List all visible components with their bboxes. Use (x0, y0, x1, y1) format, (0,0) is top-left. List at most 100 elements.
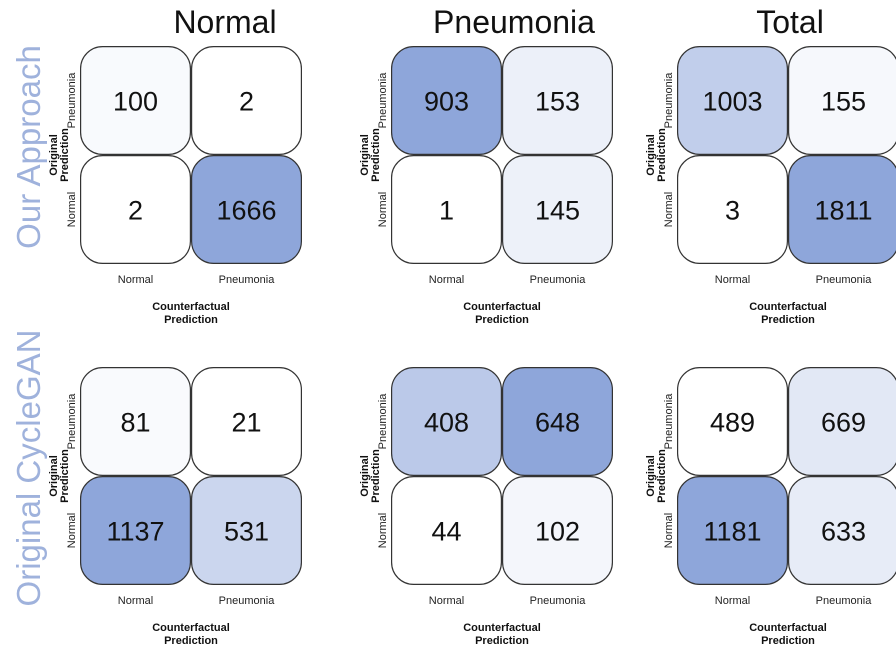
x-tick-original-cyclegan-total-normal: Normal (715, 595, 750, 607)
row-title-original-cyclegan: Original CycleGAN (10, 330, 47, 607)
y-axis-label-our-approach-total-1: Prediction (656, 128, 668, 182)
cell-value-original-cyclegan-pneumonia-1-1: 102 (535, 517, 580, 547)
x-tick-original-cyclegan-total-pneumonia: Pneumonia (816, 595, 873, 607)
cell-original-cyclegan-pneumonia-1-1 (502, 476, 614, 586)
cell-value-our-approach-normal-0-1: 2 (239, 87, 254, 117)
y-axis-label-our-approach-pneumonia-1: Prediction (370, 128, 382, 182)
x-axis-label-original-cyclegan-normal-0: Counterfactual (152, 622, 230, 634)
cell-original-cyclegan-normal-1-0 (79, 476, 192, 586)
cell-original-cyclegan-normal-0-0 (79, 367, 192, 477)
x-axis-label-original-cyclegan-normal-1: Prediction (164, 635, 218, 647)
x-axis-label-original-cyclegan-total-0: Counterfactual (749, 622, 827, 634)
cell-our-approach-pneumonia-0-0 (391, 45, 503, 156)
cell-value-original-cyclegan-total-0-1: 669 (821, 408, 866, 438)
cell-original-cyclegan-total-1-0 (676, 476, 788, 586)
cell-value-original-cyclegan-normal-0-0: 81 (120, 408, 150, 438)
cell-value-original-cyclegan-total-1-0: 1181 (703, 517, 761, 547)
cell-our-approach-pneumonia-1-1 (502, 155, 614, 265)
cell-original-cyclegan-total-0-0 (676, 367, 788, 477)
y-tick-original-cyclegan-pneumonia-normal: Normal (377, 513, 389, 548)
y-tick-our-approach-pneumonia-normal: Normal (377, 192, 389, 227)
cell-value-original-cyclegan-total-0-0: 489 (710, 408, 755, 438)
x-tick-our-approach-pneumonia-pneumonia: Pneumonia (530, 274, 587, 286)
y-axis-label-our-approach-normal-0: Original (48, 134, 60, 176)
cell-value-original-cyclegan-normal-0-1: 21 (231, 408, 261, 438)
y-axis-label-original-cyclegan-total-1: Prediction (656, 449, 668, 503)
cell-value-our-approach-total-0-1: 155 (821, 87, 866, 117)
x-tick-our-approach-total-pneumonia: Pneumonia (816, 274, 873, 286)
cell-value-our-approach-normal-0-0: 100 (113, 87, 158, 117)
cell-our-approach-total-0-1 (788, 46, 896, 155)
cell-value-our-approach-pneumonia-1-0: 1 (439, 196, 454, 226)
cell-original-cyclegan-normal-0-1 (191, 367, 303, 477)
x-tick-original-cyclegan-pneumonia-pneumonia: Pneumonia (530, 595, 587, 607)
cell-value-original-cyclegan-pneumonia-0-0: 408 (424, 408, 469, 438)
cell-value-our-approach-normal-1-0: 2 (128, 196, 143, 226)
y-tick-our-approach-normal-normal: Normal (66, 192, 78, 227)
x-axis-label-our-approach-total-1: Prediction (761, 314, 815, 326)
y-axis-label-our-approach-pneumonia-0: Original (359, 134, 371, 176)
x-tick-our-approach-normal-pneumonia: Pneumonia (219, 274, 276, 286)
cell-value-our-approach-pneumonia-0-0: 903 (424, 87, 469, 117)
x-tick-original-cyclegan-normal-pneumonia: Pneumonia (219, 595, 276, 607)
y-tick-original-cyclegan-total-pneumonia: Pneumonia (663, 393, 675, 450)
y-axis-label-original-cyclegan-pneumonia-1: Prediction (370, 449, 382, 503)
cell-our-approach-total-1-1 (788, 155, 896, 264)
cell-original-cyclegan-pneumonia-0-1 (502, 367, 614, 477)
cell-value-our-approach-total-0-0: 1003 (702, 87, 762, 117)
y-axis-label-original-cyclegan-pneumonia-0: Original (359, 455, 371, 497)
row-title-our-approach: Our Approach (10, 45, 47, 249)
column-title-pneumonia: Pneumonia (433, 4, 595, 40)
y-axis-label-original-cyclegan-normal-1: Prediction (59, 449, 71, 503)
cell-value-our-approach-total-1-0: 3 (725, 196, 740, 226)
cell-original-cyclegan-normal-1-1 (191, 476, 303, 586)
cell-original-cyclegan-total-1-1 (788, 476, 896, 585)
cell-value-our-approach-normal-1-1: 1666 (216, 196, 276, 226)
y-tick-original-cyclegan-pneumonia-pneumonia: Pneumonia (377, 393, 389, 450)
y-tick-original-cyclegan-total-normal: Normal (663, 513, 675, 548)
cell-original-cyclegan-pneumonia-0-0 (391, 367, 503, 477)
y-axis-label-original-cyclegan-normal-0: Original (48, 455, 60, 497)
x-axis-label-original-cyclegan-total-1: Prediction (761, 635, 815, 647)
y-axis-label-our-approach-total-0: Original (645, 134, 657, 176)
y-tick-original-cyclegan-normal-pneumonia: Pneumonia (66, 393, 78, 450)
x-axis-label-original-cyclegan-pneumonia-0: Counterfactual (463, 622, 541, 634)
cell-our-approach-total-1-0 (676, 155, 788, 265)
cell-our-approach-normal-1-1 (191, 155, 303, 265)
column-title-total: Total (756, 4, 824, 40)
y-tick-our-approach-normal-pneumonia: Pneumonia (66, 72, 78, 129)
x-tick-our-approach-normal-normal: Normal (118, 274, 153, 286)
y-tick-original-cyclegan-normal-normal: Normal (66, 513, 78, 548)
cell-original-cyclegan-total-0-1 (788, 367, 896, 476)
cell-value-original-cyclegan-pneumonia-0-1: 648 (535, 408, 580, 438)
x-axis-label-original-cyclegan-pneumonia-1: Prediction (475, 635, 529, 647)
y-tick-our-approach-pneumonia-pneumonia: Pneumonia (377, 72, 389, 129)
cell-our-approach-normal-0-1 (191, 45, 303, 156)
cell-value-our-approach-total-1-1: 1811 (814, 196, 872, 226)
cell-original-cyclegan-pneumonia-1-0 (391, 476, 503, 586)
y-tick-our-approach-total-normal: Normal (663, 192, 675, 227)
x-axis-label-our-approach-normal-0: Counterfactual (152, 301, 230, 313)
x-axis-label-our-approach-pneumonia-1: Prediction (475, 314, 529, 326)
x-tick-original-cyclegan-pneumonia-normal: Normal (429, 595, 464, 607)
cell-our-approach-normal-1-0 (79, 155, 192, 265)
cell-value-original-cyclegan-pneumonia-1-0: 44 (431, 517, 461, 547)
x-tick-our-approach-total-normal: Normal (715, 274, 750, 286)
x-axis-label-our-approach-total-0: Counterfactual (749, 301, 827, 313)
y-tick-our-approach-total-pneumonia: Pneumonia (663, 72, 675, 129)
cell-value-original-cyclegan-normal-1-1: 531 (224, 517, 269, 547)
cell-value-original-cyclegan-normal-1-0: 1137 (106, 517, 164, 547)
x-tick-our-approach-pneumonia-normal: Normal (429, 274, 464, 286)
y-axis-label-original-cyclegan-total-0: Original (645, 455, 657, 497)
cell-value-our-approach-pneumonia-0-1: 153 (535, 87, 580, 117)
cell-our-approach-pneumonia-1-0 (391, 155, 503, 265)
x-axis-label-our-approach-pneumonia-0: Counterfactual (463, 301, 541, 313)
cell-our-approach-normal-0-0 (79, 45, 192, 156)
cell-value-original-cyclegan-total-1-1: 633 (821, 517, 866, 547)
cell-our-approach-total-0-0 (676, 45, 788, 156)
y-axis-label-our-approach-normal-1: Prediction (59, 128, 71, 182)
cell-our-approach-pneumonia-0-1 (502, 45, 614, 156)
x-axis-label-our-approach-normal-1: Prediction (164, 314, 218, 326)
column-title-normal: Normal (173, 4, 276, 40)
